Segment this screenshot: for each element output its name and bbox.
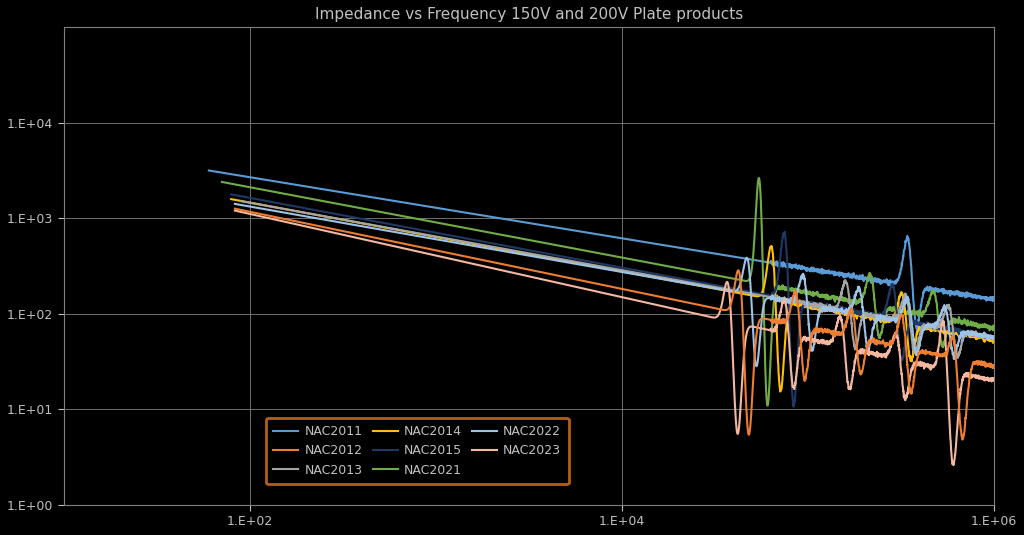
NAC2015	[891, 315, 903, 321]
NAC2023	[553, 280, 565, 286]
NAC2021	[545, 241, 557, 248]
Line: NAC2022: NAC2022	[234, 204, 994, 366]
NAC2023	[360, 237, 373, 243]
NAC2011	[292, 182, 304, 188]
NAC2014	[551, 256, 563, 263]
NAC2013	[365, 221, 377, 228]
NAC2022	[553, 258, 565, 264]
Line: NAC2014: NAC2014	[231, 199, 994, 392]
NAC2022	[751, 363, 763, 369]
NAC2014	[357, 220, 370, 227]
NAC2015	[517, 246, 529, 253]
NAC2015	[551, 253, 563, 259]
NAC2011	[988, 294, 1000, 301]
NAC2021	[349, 204, 361, 210]
NAC2022	[360, 224, 373, 230]
NAC2021	[512, 235, 524, 241]
NAC2015	[973, 332, 985, 339]
NAC2011	[973, 294, 985, 301]
NAC2012	[520, 266, 532, 272]
NAC2023	[891, 332, 903, 339]
NAC2021	[973, 325, 985, 331]
NAC2012	[360, 233, 373, 239]
NAC2021	[988, 326, 1000, 332]
NAC2012	[988, 363, 1000, 369]
NAC2015	[988, 336, 1000, 342]
NAC2015	[225, 191, 238, 197]
NAC2023	[315, 227, 328, 233]
NAC2021	[753, 175, 765, 181]
Line: NAC2015: NAC2015	[231, 194, 994, 407]
Line: NAC2012: NAC2012	[234, 209, 994, 440]
NAC2013	[951, 355, 964, 361]
NAC2022	[520, 252, 532, 258]
NAC2022	[891, 316, 903, 322]
NAC2014	[517, 250, 529, 256]
NAC2012	[315, 224, 328, 230]
NAC2015	[357, 216, 370, 223]
NAC2014	[225, 196, 238, 202]
NAC2011	[203, 167, 215, 174]
NAC2021	[890, 305, 902, 311]
NAC2022	[315, 216, 328, 223]
Legend: NAC2011, NAC2012, NAC2013, NAC2014, NAC2015, NAC2021, NAC2022, NAC2023: NAC2011, NAC2012, NAC2013, NAC2014, NAC2…	[266, 418, 568, 484]
Line: NAC2011: NAC2011	[209, 171, 994, 330]
NAC2011	[538, 222, 550, 228]
Line: NAC2021: NAC2021	[222, 178, 994, 406]
NAC2012	[553, 273, 565, 279]
NAC2013	[556, 256, 568, 263]
Line: NAC2023: NAC2023	[234, 211, 994, 465]
NAC2012	[228, 205, 241, 212]
NAC2014	[312, 212, 325, 218]
NAC2014	[988, 337, 1000, 343]
NAC2013	[523, 250, 536, 257]
NAC2022	[988, 335, 1000, 341]
NAC2015	[312, 208, 325, 214]
NAC2022	[973, 332, 985, 338]
NAC2014	[774, 388, 786, 395]
NAC2023	[988, 376, 1000, 383]
NAC2023	[973, 376, 985, 382]
NAC2013	[234, 198, 247, 204]
NAC2012	[973, 358, 985, 364]
NAC2023	[228, 208, 241, 214]
Line: NAC2013: NAC2013	[241, 201, 994, 358]
NAC2013	[973, 332, 985, 339]
NAC2012	[891, 324, 903, 330]
NAC2014	[973, 334, 985, 340]
NAC2021	[762, 402, 774, 409]
NAC2011	[339, 189, 351, 196]
NAC2014	[891, 303, 903, 309]
NAC2013	[892, 312, 904, 319]
NAC2022	[228, 201, 241, 207]
NAC2011	[504, 217, 516, 223]
NAC2021	[216, 179, 228, 185]
NAC2011	[888, 279, 900, 285]
NAC2023	[947, 462, 959, 468]
NAC2011	[910, 326, 923, 333]
NAC2021	[304, 195, 316, 202]
NAC2015	[787, 403, 800, 410]
Title: Impedance vs Frequency 150V and 200V Plate products: Impedance vs Frequency 150V and 200V Pla…	[314, 7, 743, 22]
NAC2012	[956, 437, 969, 443]
NAC2023	[520, 272, 532, 279]
NAC2013	[988, 334, 1000, 341]
NAC2013	[321, 213, 333, 220]
